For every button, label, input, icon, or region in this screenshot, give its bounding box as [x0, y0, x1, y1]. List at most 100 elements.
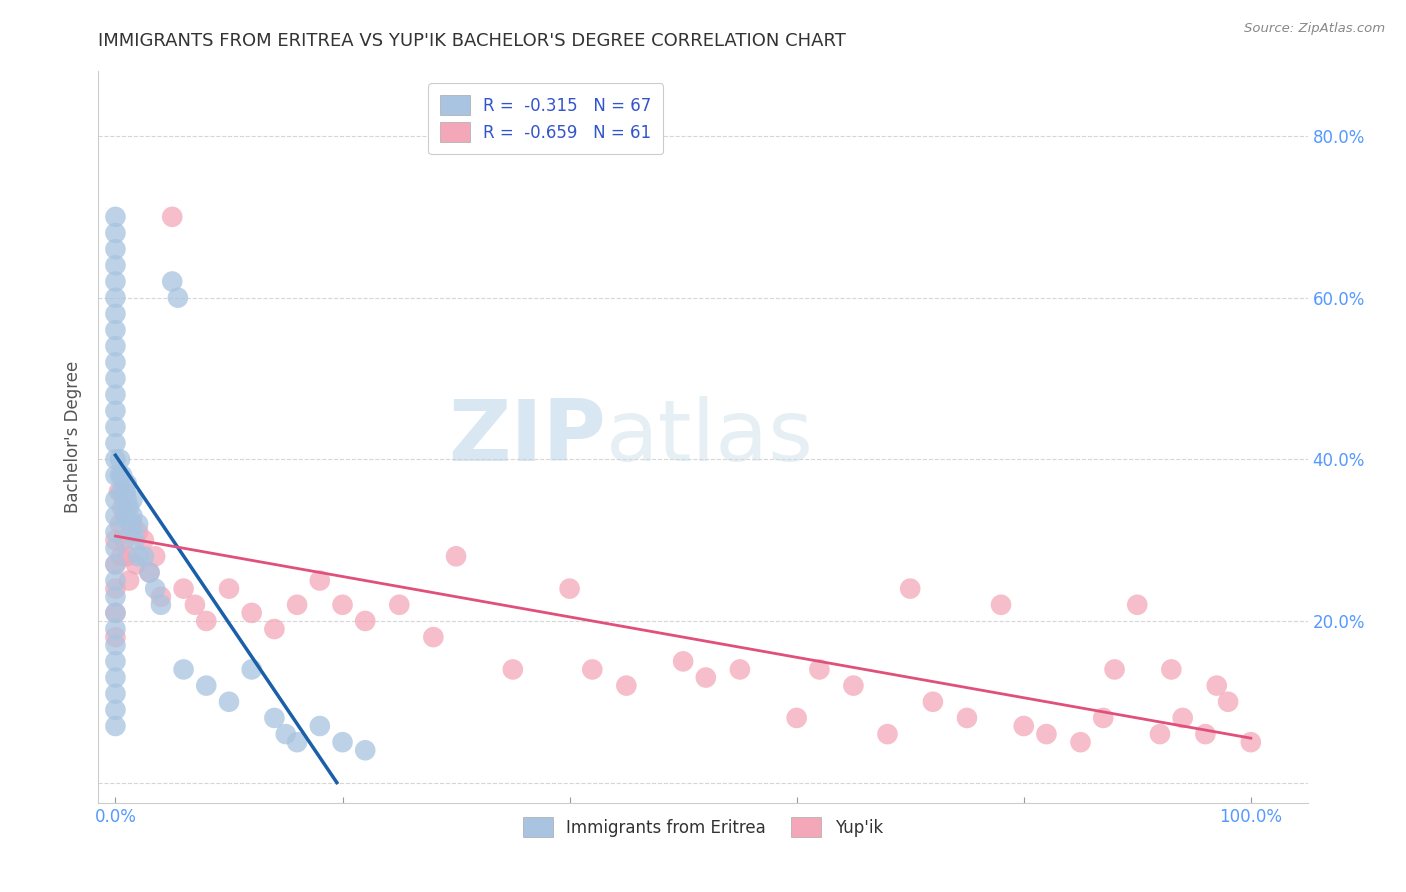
Point: [108, 452, 131, 467]
Point: [104, 638, 127, 652]
Point: [115, 492, 138, 507]
Point: [240, 606, 263, 620]
Point: [104, 387, 127, 401]
Point: [285, 735, 308, 749]
Point: [104, 242, 127, 256]
Point: [104, 558, 127, 572]
Point: [127, 516, 149, 531]
Point: [121, 492, 143, 507]
Point: [1104, 662, 1126, 676]
Point: [842, 679, 865, 693]
Point: [1149, 727, 1171, 741]
Point: [422, 630, 444, 644]
Point: [104, 590, 127, 604]
Point: [104, 420, 127, 434]
Point: [115, 476, 138, 491]
Text: ZIP: ZIP: [449, 395, 606, 479]
Point: [104, 492, 127, 507]
Point: [104, 404, 127, 418]
Point: [354, 614, 377, 628]
Text: atlas: atlas: [606, 395, 814, 479]
Point: [173, 582, 195, 596]
Point: [104, 436, 127, 450]
Point: [104, 574, 127, 588]
Point: [104, 622, 127, 636]
Point: [104, 323, 127, 337]
Point: [808, 662, 831, 676]
Point: [138, 566, 160, 580]
Point: [274, 727, 297, 741]
Point: [308, 719, 330, 733]
Point: [332, 735, 354, 749]
Point: [672, 654, 695, 668]
Point: [104, 339, 127, 353]
Point: [922, 695, 945, 709]
Point: [1012, 719, 1035, 733]
Point: [104, 558, 127, 572]
Point: [898, 582, 921, 596]
Point: [1240, 735, 1263, 749]
Point: [115, 508, 138, 523]
Point: [104, 606, 127, 620]
Point: [956, 711, 979, 725]
Point: [167, 291, 190, 305]
Point: [114, 484, 136, 499]
Point: [118, 500, 141, 515]
Point: [110, 484, 132, 499]
Point: [149, 590, 172, 604]
Point: [614, 679, 637, 693]
Point: [127, 549, 149, 564]
Point: [218, 695, 240, 709]
Point: [115, 549, 138, 564]
Point: [444, 549, 467, 564]
Point: [149, 598, 172, 612]
Point: [104, 355, 127, 369]
Point: [104, 508, 127, 523]
Point: [173, 662, 195, 676]
Point: [104, 226, 127, 240]
Point: [110, 549, 132, 564]
Point: [104, 533, 127, 548]
Point: [558, 582, 581, 596]
Point: [308, 574, 330, 588]
Point: [104, 275, 127, 289]
Point: [132, 549, 155, 564]
Point: [1035, 727, 1057, 741]
Point: [143, 582, 166, 596]
Point: [138, 566, 160, 580]
Text: IMMIGRANTS FROM ERITREA VS YUP'IK BACHELOR'S DEGREE CORRELATION CHART: IMMIGRANTS FROM ERITREA VS YUP'IK BACHEL…: [98, 32, 846, 50]
Point: [1160, 662, 1182, 676]
Point: [160, 275, 183, 289]
Point: [127, 524, 149, 539]
Point: [104, 541, 127, 556]
Point: [112, 484, 135, 499]
Point: [104, 606, 127, 620]
Point: [121, 508, 143, 523]
Point: [354, 743, 377, 757]
Point: [285, 598, 308, 612]
Point: [388, 598, 411, 612]
Point: [111, 500, 134, 515]
Point: [125, 558, 148, 572]
Point: [104, 468, 127, 483]
Point: [121, 516, 143, 531]
Point: [195, 614, 218, 628]
Legend: Immigrants from Eritrea, Yup'ik: Immigrants from Eritrea, Yup'ik: [515, 809, 891, 846]
Point: [120, 516, 142, 531]
Point: [240, 662, 263, 676]
Point: [124, 533, 146, 548]
Point: [728, 662, 751, 676]
Point: [108, 516, 131, 531]
Point: [160, 210, 183, 224]
Point: [114, 492, 136, 507]
Point: [104, 307, 127, 321]
Point: [104, 582, 127, 596]
Point: [104, 654, 127, 668]
Point: [121, 524, 143, 539]
Point: [195, 679, 218, 693]
Point: [581, 662, 603, 676]
Point: [114, 508, 136, 523]
Point: [104, 291, 127, 305]
Point: [1171, 711, 1194, 725]
Point: [104, 687, 127, 701]
